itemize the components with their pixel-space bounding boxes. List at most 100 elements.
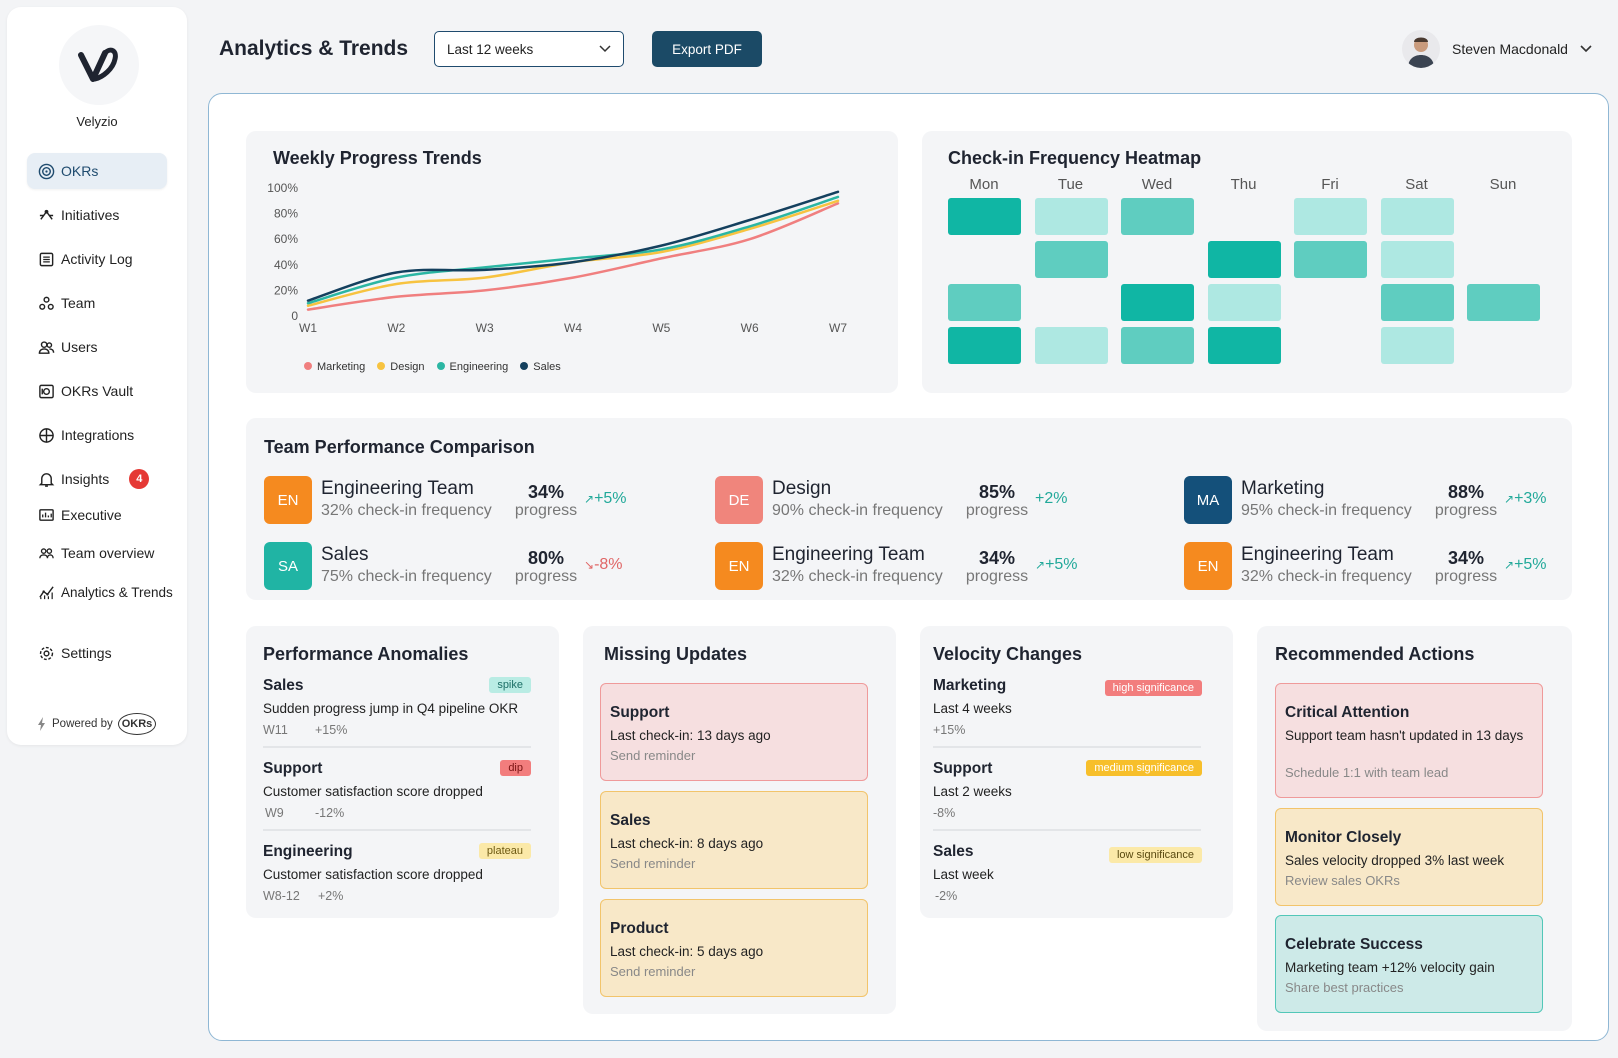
- brand-logo[interactable]: [59, 25, 139, 105]
- heatmap-cell[interactable]: [1294, 241, 1367, 278]
- team-performance-item[interactable]: DE Design 90% check-in frequency 85% progres…: [715, 476, 1085, 524]
- heatmap-cell[interactable]: [1034, 327, 1108, 364]
- velocity-change: +15%: [933, 723, 966, 737]
- heatmap-cell[interactable]: [1380, 284, 1454, 321]
- anomaly-change: +2%: [318, 889, 344, 903]
- action-link[interactable]: Share best practices: [1285, 980, 1404, 995]
- anomaly-text: Sudden progress jump in Q4 pipeline OKR: [263, 701, 519, 716]
- heatmap-cell[interactable]: [1121, 327, 1194, 364]
- team-performance-item[interactable]: EN Engineering Team 32% check-in frequency…: [715, 542, 1085, 590]
- heatmap-cell[interactable]: [1380, 241, 1454, 278]
- legend-item-design[interactable]: Design: [377, 361, 425, 373]
- significance-tag: medium significance: [1086, 760, 1202, 776]
- team-performance-title: Team Performance Comparison: [264, 437, 535, 457]
- sidebar-item-analytics-trends[interactable]: Analytics & Trends: [27, 574, 173, 610]
- missing-update-item[interactable]: Sales Last check-in: 8 days ago Send rem…: [600, 791, 868, 889]
- date-range-select[interactable]: Last 12 weeks: [434, 31, 624, 67]
- recommended-action-item[interactable]: Monitor Closely Sales velocity dropped 3…: [1275, 808, 1543, 906]
- weekly-progress-title: Weekly Progress Trends: [273, 148, 482, 168]
- sidebar-item-executive[interactable]: Executive: [27, 497, 167, 533]
- heatmap-cell[interactable]: [1380, 327, 1454, 364]
- team-delta: ↗+5%: [1504, 556, 1547, 574]
- team-progress-label: progress: [965, 502, 1029, 519]
- legend-label: Marketing: [317, 361, 366, 373]
- send-reminder-link[interactable]: Send reminder: [610, 856, 696, 871]
- team-performance-item[interactable]: MA Marketing 95% check-in frequency 88% prog…: [1184, 476, 1554, 524]
- sidebar-item-insights[interactable]: Insights 4: [27, 461, 167, 497]
- avatar: [1402, 30, 1440, 68]
- team-delta-value: +5%: [1045, 556, 1078, 573]
- x-tick-label: W5: [652, 321, 670, 335]
- heatmap-cell[interactable]: [948, 284, 1021, 321]
- send-reminder-link[interactable]: Send reminder: [610, 964, 696, 979]
- heatmap-cell[interactable]: [1207, 327, 1281, 364]
- heatmap-cell[interactable]: [1294, 198, 1367, 235]
- series-line-engineering[interactable]: [306, 195, 840, 305]
- sidebar-item-integrations[interactable]: Integrations: [27, 417, 167, 453]
- heatmap-cell[interactable]: [1467, 284, 1540, 321]
- legend-item-sales[interactable]: Sales: [520, 361, 561, 373]
- recommended-action-item[interactable]: Celebrate Success Marketing team +12% ve…: [1275, 915, 1543, 1013]
- user-menu[interactable]: Steven Macdonald: [1402, 30, 1592, 68]
- heatmap-cell[interactable]: [948, 327, 1021, 364]
- team-delta-value: -8%: [594, 556, 623, 573]
- team-performance-item[interactable]: SA Sales 75% check-in frequency 80% progress…: [264, 542, 634, 590]
- series-line-marketing[interactable]: [306, 202, 840, 311]
- heatmap-cell[interactable]: [1034, 284, 1108, 321]
- action-link[interactable]: Schedule 1:1 with team lead: [1285, 765, 1449, 780]
- sidebar-item-users[interactable]: Users: [27, 329, 167, 365]
- sidebar-item-label: Integrations: [61, 427, 135, 443]
- heatmap-cell[interactable]: [1467, 327, 1540, 364]
- okrs-logo-text: OKRs: [121, 718, 153, 730]
- heatmap-cell[interactable]: [1207, 241, 1281, 278]
- team-progress-value: 80%: [527, 548, 565, 568]
- sidebar-item-okrs[interactable]: OKRs: [27, 153, 167, 189]
- velocity-team: Marketing: [933, 677, 1007, 694]
- sidebar-item-activity-log[interactable]: Activity Log: [27, 241, 167, 277]
- export-pdf-button[interactable]: Export PDF: [652, 31, 762, 67]
- sidebar-item-team[interactable]: Team: [27, 285, 167, 321]
- heatmap-cell[interactable]: [1467, 241, 1540, 278]
- velocity-change: -8%: [933, 806, 956, 820]
- missing-updates-title: Missing Updates: [604, 644, 748, 664]
- team-delta: ↗+5%: [1035, 556, 1078, 574]
- action-link[interactable]: Review sales OKRs: [1285, 873, 1400, 888]
- users-icon: [37, 338, 55, 356]
- legend-item-marketing[interactable]: Marketing: [304, 361, 365, 373]
- team-performance-item[interactable]: EN Engineering Team 32% check-in frequency…: [264, 476, 634, 524]
- missing-update-item[interactable]: Support Last check-in: 13 days ago Send …: [600, 683, 868, 781]
- heatmap-cell[interactable]: [1034, 241, 1108, 278]
- heatmap-cell[interactable]: [948, 241, 1021, 278]
- heatmap-cell[interactable]: [1207, 198, 1281, 235]
- heatmap-cell[interactable]: [948, 198, 1021, 235]
- heatmap-cell[interactable]: [1121, 241, 1194, 278]
- anomalies-title: Performance Anomalies: [263, 644, 469, 664]
- heatmap-cell[interactable]: [1294, 327, 1367, 364]
- missing-update-item[interactable]: Product Last check-in: 5 days ago Send r…: [600, 899, 868, 997]
- send-reminder-link[interactable]: Send reminder: [610, 748, 696, 763]
- team-name: Design: [772, 478, 832, 499]
- heatmap-cell[interactable]: [1467, 198, 1540, 235]
- recommended-action-item[interactable]: Critical Attention Support team hasn't u…: [1275, 683, 1543, 798]
- missing-team: Product: [610, 920, 669, 937]
- okrs-logo[interactable]: OKRs: [117, 713, 157, 735]
- team-progress-label: progress: [1434, 502, 1498, 519]
- heatmap-cell[interactable]: [1294, 284, 1367, 321]
- sidebar-item-okrs-vault[interactable]: OKRs Vault: [27, 373, 167, 409]
- team-checkin-frequency: 75% check-in frequency: [321, 568, 492, 585]
- series-line-sales[interactable]: [306, 190, 840, 302]
- sidebar-item-label: Initiatives: [61, 207, 120, 223]
- team-performance-item[interactable]: EN Engineering Team 32% check-in frequency…: [1184, 542, 1554, 590]
- heatmap-cell[interactable]: [1207, 284, 1281, 321]
- legend-item-engineering[interactable]: Engineering: [436, 361, 508, 373]
- heatmap-cell[interactable]: [1121, 284, 1194, 321]
- missing-last-checkin: Last check-in: 5 days ago: [610, 944, 764, 959]
- sidebar-item-team-overview[interactable]: Team overview: [27, 535, 167, 571]
- anomaly-tag: dip: [500, 760, 531, 776]
- heatmap-cell[interactable]: [1380, 198, 1454, 235]
- heatmap-cell[interactable]: [1121, 198, 1194, 235]
- bell-icon: [37, 470, 55, 488]
- sidebar-item-initiatives[interactable]: Initiatives: [27, 197, 167, 233]
- sidebar-item-settings[interactable]: Settings: [27, 635, 167, 671]
- heatmap-cell[interactable]: [1034, 198, 1108, 235]
